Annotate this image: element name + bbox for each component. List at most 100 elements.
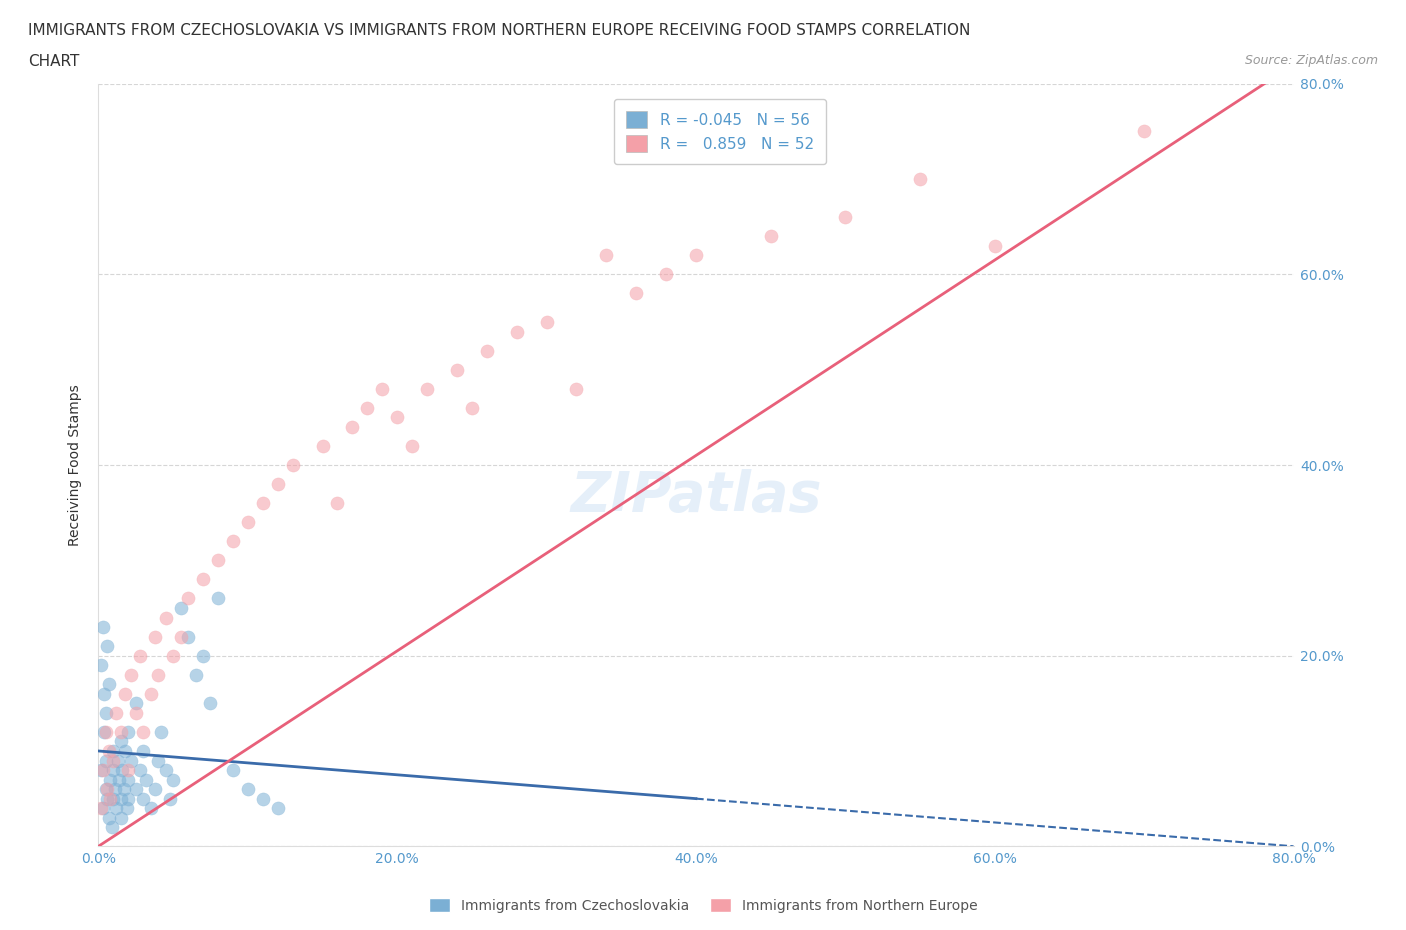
Point	[125, 696, 148, 711]
Point	[236, 781, 259, 796]
Point	[281, 458, 304, 472]
Point	[115, 801, 138, 816]
Point	[90, 658, 112, 672]
Point	[105, 706, 128, 721]
Point	[356, 401, 378, 416]
Point	[252, 496, 274, 511]
Point	[150, 724, 173, 739]
Point	[685, 248, 707, 263]
Point	[326, 496, 349, 511]
Point	[565, 381, 588, 396]
Point	[536, 314, 558, 329]
Point	[103, 791, 125, 806]
Point	[107, 753, 129, 768]
Point	[125, 781, 148, 796]
Point	[222, 534, 245, 549]
Point	[97, 677, 120, 692]
Point	[120, 668, 142, 683]
Point	[267, 801, 290, 816]
Point	[117, 763, 139, 777]
Point	[94, 706, 117, 721]
Point	[91, 763, 114, 777]
Point	[475, 343, 498, 358]
Point	[129, 763, 152, 777]
Point	[90, 763, 112, 777]
Point	[108, 772, 131, 787]
Point	[105, 801, 128, 816]
Point	[117, 724, 139, 739]
Point	[177, 591, 200, 606]
Point	[908, 172, 931, 187]
Point	[93, 724, 115, 739]
Point	[97, 744, 120, 759]
Point	[834, 210, 856, 225]
Point	[207, 553, 229, 568]
Point	[222, 763, 245, 777]
Point	[93, 686, 115, 701]
Point	[416, 381, 439, 396]
Point	[184, 668, 207, 683]
Point	[155, 763, 177, 777]
Point	[446, 363, 468, 378]
Point	[385, 410, 409, 425]
Point	[110, 791, 132, 806]
Point	[103, 753, 125, 768]
Point	[96, 639, 118, 654]
Point	[100, 772, 122, 787]
Point	[169, 630, 191, 644]
Point	[101, 820, 124, 835]
Point	[177, 630, 200, 644]
Point	[191, 648, 214, 663]
Point	[984, 238, 1007, 253]
Point	[169, 601, 191, 616]
Point	[626, 286, 648, 301]
Point	[267, 477, 290, 492]
Point	[103, 763, 125, 777]
Point	[1133, 124, 1156, 139]
Point	[342, 419, 364, 434]
Point	[90, 801, 112, 816]
Point	[139, 686, 162, 701]
Point	[111, 763, 134, 777]
Point	[117, 791, 139, 806]
Point	[114, 686, 136, 701]
Point	[132, 744, 155, 759]
Point	[129, 648, 152, 663]
Point	[252, 791, 274, 806]
Point	[148, 753, 170, 768]
Point	[162, 772, 184, 787]
Point	[401, 439, 423, 454]
Point	[155, 610, 177, 625]
Point	[112, 781, 135, 796]
Point	[104, 781, 127, 796]
Point	[120, 753, 142, 768]
Point	[162, 648, 184, 663]
Point	[759, 229, 782, 244]
Point	[132, 724, 155, 739]
Point	[311, 439, 333, 454]
Point	[159, 791, 181, 806]
Point	[132, 791, 155, 806]
Point	[595, 248, 617, 263]
Text: ZIPatlas: ZIPatlas	[571, 469, 821, 523]
Point	[114, 744, 136, 759]
Point	[506, 325, 529, 339]
Point	[110, 734, 132, 749]
Text: Source: ZipAtlas.com: Source: ZipAtlas.com	[1244, 54, 1378, 67]
Point	[117, 772, 139, 787]
Point	[135, 772, 157, 787]
Point	[96, 791, 118, 806]
Point	[200, 696, 222, 711]
Point	[94, 781, 117, 796]
Point	[91, 619, 114, 634]
Point	[236, 515, 259, 530]
Text: IMMIGRANTS FROM CZECHOSLOVAKIA VS IMMIGRANTS FROM NORTHERN EUROPE RECEIVING FOOD: IMMIGRANTS FROM CZECHOSLOVAKIA VS IMMIGR…	[28, 23, 970, 38]
Point	[96, 781, 118, 796]
Point	[125, 706, 148, 721]
Point	[94, 753, 117, 768]
Point	[103, 744, 125, 759]
Point	[94, 724, 117, 739]
Point	[143, 630, 166, 644]
Point	[110, 810, 132, 825]
Point	[371, 381, 394, 396]
